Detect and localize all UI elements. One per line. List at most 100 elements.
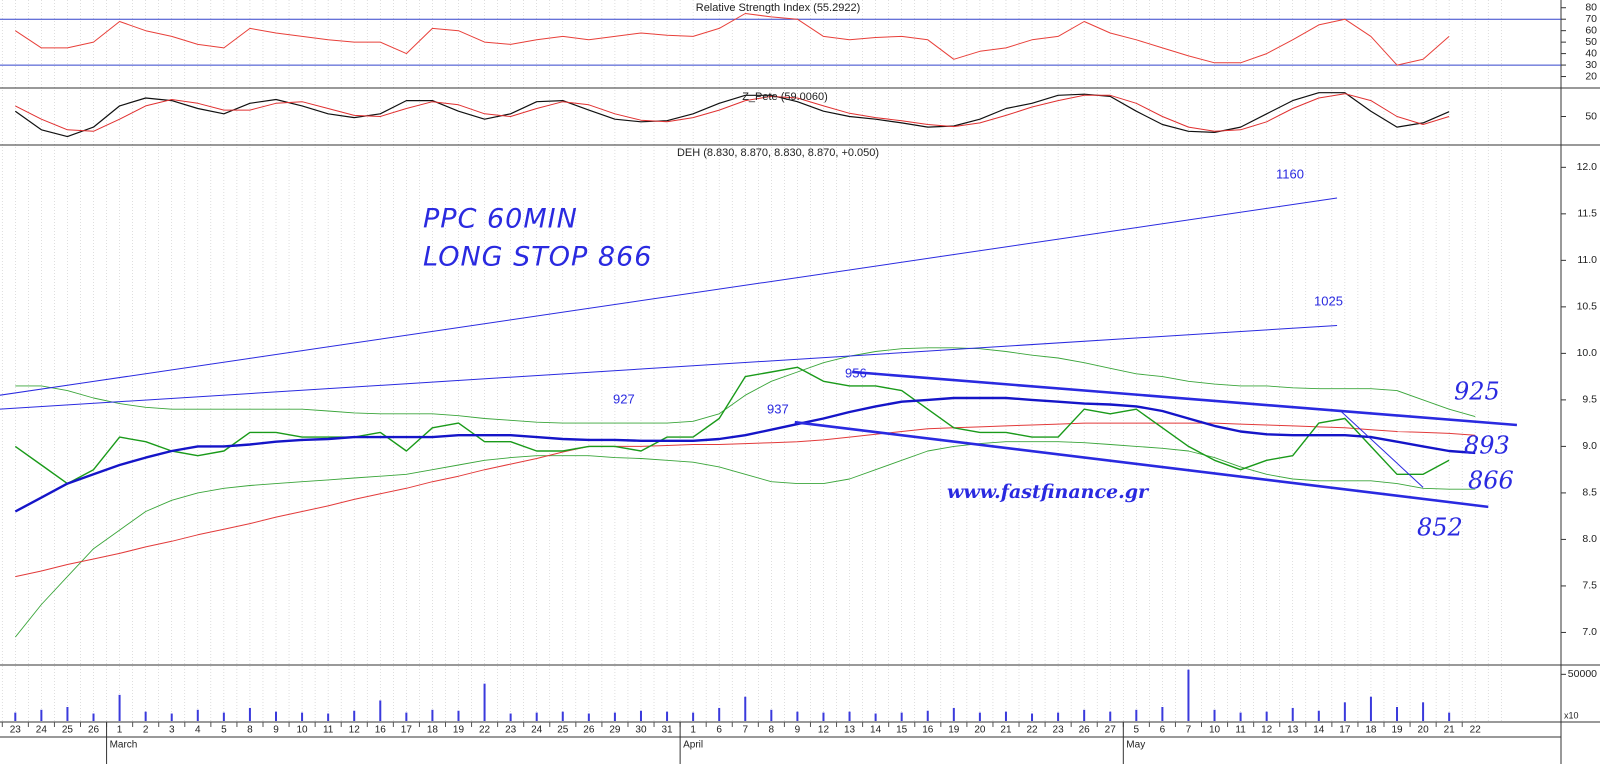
x-tick-label: 22 (1026, 725, 1038, 736)
x-tick-label: 7 (1186, 725, 1192, 736)
y-tick-label: 7.5 (1582, 580, 1597, 592)
trendline (794, 420, 1489, 509)
x-tick-label: 13 (1287, 725, 1299, 736)
volume-bar (1187, 669, 1190, 721)
month-label: April (683, 740, 703, 751)
x-tick-label: 5 (1134, 725, 1140, 736)
x-tick-label: 25 (62, 725, 74, 736)
x-tick-label: 21 (1444, 725, 1456, 736)
x-tick-label: 6 (1160, 725, 1166, 736)
volume-unit: x10 (1564, 710, 1579, 720)
x-tick-label: 16 (375, 725, 387, 736)
x-tick-label: 31 (661, 725, 673, 736)
volume-bar (978, 712, 981, 721)
volume-bar (66, 707, 69, 721)
grid (1, 0, 1502, 722)
volume-bar (1291, 707, 1294, 721)
volume-bar (248, 707, 251, 721)
x-tick-label: 24 (36, 725, 48, 736)
x-tick-label: 1 (690, 725, 696, 736)
volume-bar (1135, 709, 1138, 721)
volume-bar (483, 683, 486, 721)
annotation: 1160 (1276, 166, 1304, 181)
series-line (14, 366, 1450, 485)
x-tick-label: 17 (1339, 725, 1351, 736)
volume-bar (405, 712, 408, 721)
y-tick-label: 70 (1585, 13, 1597, 25)
x-tick-label: 12 (349, 725, 361, 736)
y-tick-label: 30 (1585, 59, 1597, 71)
x-tick-label: 20 (974, 725, 986, 736)
volume-bar (431, 709, 434, 721)
annotation: 927 (613, 391, 635, 406)
volume-bar (952, 707, 955, 721)
series-line (15, 422, 1476, 578)
volume-bar (196, 709, 199, 721)
x-tick-label: 18 (427, 725, 439, 736)
y-tick-label: 40 (1585, 47, 1597, 59)
x-tick-label: 3 (169, 725, 175, 736)
volume-bar (118, 694, 121, 721)
trendline (0, 197, 1338, 396)
volume-bar (1161, 707, 1164, 721)
annotation: 866 (1468, 467, 1514, 495)
x-tick-label: 18 (1365, 725, 1377, 736)
volume-bar (639, 710, 642, 721)
series-line (15, 13, 1450, 66)
annotation: 1025 (1314, 293, 1343, 308)
x-tick-label: 14 (1313, 725, 1325, 736)
x-tick-label: 8 (769, 725, 775, 736)
x-tick-label: 5 (221, 725, 227, 736)
x-tick-label: 10 (297, 725, 309, 736)
x-tick-label: 20 (1418, 725, 1430, 736)
trendline (0, 324, 1338, 410)
volume-bar (613, 712, 616, 721)
x-tick-label: 13 (844, 725, 856, 736)
volume-bar (535, 712, 538, 721)
x-tick-label: 29 (609, 725, 621, 736)
x-tick-label: 30 (635, 725, 647, 736)
volume-bar (587, 713, 590, 721)
x-tick-label: 25 (557, 725, 569, 736)
month-label: March (110, 740, 138, 751)
volume-bar (1343, 702, 1346, 721)
x-tick-label: 4 (195, 725, 201, 736)
series-line (14, 92, 1450, 138)
x-tick-label: 22 (1470, 725, 1482, 736)
y-tick-label: 50 (1585, 110, 1597, 122)
volume-bar (744, 696, 747, 721)
x-tick-label: 19 (948, 725, 960, 736)
x-tick-label: 9 (795, 725, 801, 736)
x-tick-label: 22 (479, 725, 491, 736)
volume-bar (900, 712, 903, 721)
y-tick-label: 9.0 (1582, 440, 1597, 452)
volume-bar (222, 712, 225, 721)
x-tick-label: 17 (401, 725, 413, 736)
annotation: www.fastfinance.gr (947, 481, 1150, 503)
volume-bar (1448, 712, 1451, 721)
x-tick-label: 15 (896, 725, 908, 736)
volume-bar (144, 711, 147, 721)
volume-bar (770, 709, 773, 721)
y-tick-label: 80 (1585, 2, 1597, 14)
volume-bar (796, 711, 799, 721)
zpete-title: Z_Pete (59.0060) (742, 91, 828, 103)
x-tick-label: 6 (716, 725, 722, 736)
volume-bar (275, 711, 277, 721)
y-tick-label: 60 (1585, 24, 1597, 36)
volume-bar (1083, 709, 1086, 721)
x-tick-label: 10 (1209, 725, 1221, 736)
volume-bar (353, 710, 356, 721)
x-tick-label: 2 (143, 725, 149, 736)
annotation: 893 (1464, 432, 1510, 460)
x-tick-label: 27 (1105, 725, 1117, 736)
annotation: 937 (767, 401, 789, 416)
volume-bar (1265, 711, 1268, 721)
volume-bar (457, 710, 460, 721)
annotation: 925 (1454, 378, 1500, 406)
volume-bar (1031, 713, 1034, 721)
x-tick-label: 12 (1261, 725, 1273, 736)
